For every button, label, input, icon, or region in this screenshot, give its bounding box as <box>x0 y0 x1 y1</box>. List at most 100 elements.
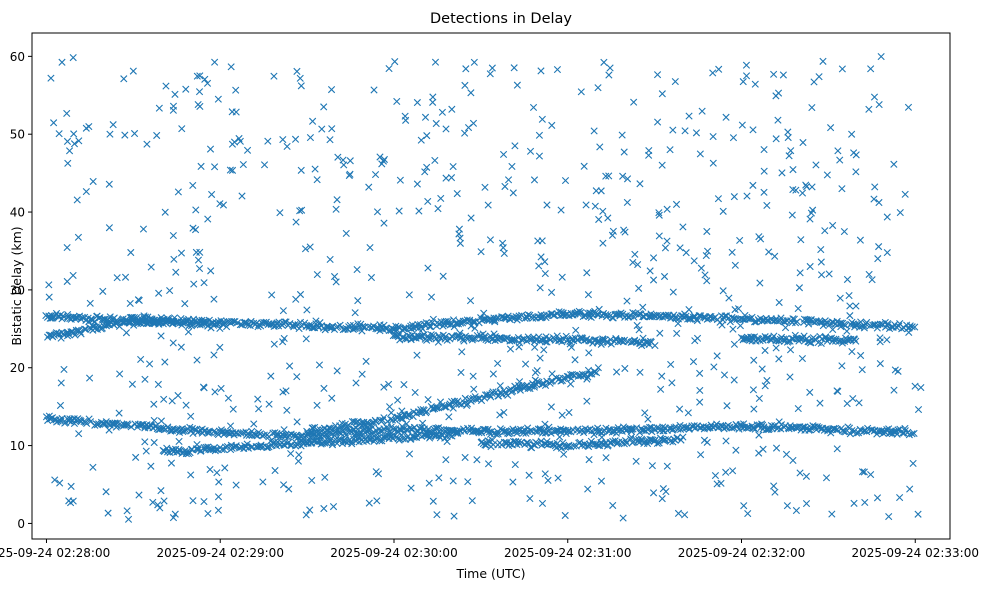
data-point <box>380 219 388 227</box>
data-point <box>257 442 265 451</box>
data-point <box>184 328 193 336</box>
data-point <box>255 405 263 413</box>
data-point <box>619 514 627 522</box>
data-point <box>156 504 164 512</box>
y-axis-label: Bistatic Delay (km) <box>9 226 24 345</box>
data-point <box>599 310 607 318</box>
data-point <box>480 309 488 317</box>
data-point <box>458 348 466 356</box>
data-point <box>514 334 522 342</box>
data-point <box>308 476 316 485</box>
data-point <box>758 420 766 428</box>
data-point <box>760 145 768 154</box>
data-point <box>696 150 704 158</box>
data-point <box>214 320 222 328</box>
data-point <box>385 64 393 73</box>
data-point <box>89 322 97 330</box>
data-point <box>743 315 751 323</box>
data-point <box>702 251 710 260</box>
data-point <box>316 426 324 434</box>
data-point <box>279 338 287 346</box>
data-point <box>580 162 588 170</box>
data-point <box>670 424 678 432</box>
data-point <box>538 314 546 322</box>
data-point <box>72 326 80 334</box>
data-point <box>531 343 539 351</box>
data-point <box>817 271 826 279</box>
data-point <box>286 362 294 370</box>
data-point <box>771 488 779 496</box>
data-point <box>486 236 495 244</box>
data-point <box>169 339 177 347</box>
data-point <box>781 324 790 332</box>
data-point <box>64 159 72 167</box>
data-point <box>840 428 848 436</box>
data-point <box>461 394 469 402</box>
data-point <box>160 395 168 403</box>
data-point <box>822 474 831 482</box>
data-point <box>85 122 93 131</box>
data-point <box>639 334 647 342</box>
data-point <box>446 431 454 440</box>
data-point <box>471 324 479 332</box>
data-point <box>189 497 197 505</box>
data-point <box>210 351 218 359</box>
data-point <box>150 416 158 425</box>
data-point <box>167 459 176 467</box>
data-point <box>657 385 665 393</box>
data-point <box>696 398 704 406</box>
data-point <box>425 322 434 331</box>
data-point <box>195 88 204 96</box>
data-point <box>456 234 464 242</box>
data-point <box>422 431 430 439</box>
data-point <box>679 223 687 231</box>
data-point <box>914 510 922 518</box>
data-point <box>506 440 514 448</box>
x-axis-label: Time (UTC) <box>455 566 525 581</box>
data-point <box>914 405 923 414</box>
data-point <box>595 215 603 224</box>
data-point <box>154 501 162 509</box>
data-point <box>504 429 512 437</box>
data-point <box>143 140 151 148</box>
data-point <box>312 317 320 325</box>
data-point <box>488 64 496 72</box>
data-point <box>796 269 804 277</box>
data-point <box>302 335 310 343</box>
data-point <box>583 269 591 277</box>
data-point <box>55 130 63 138</box>
data-point <box>99 287 107 295</box>
data-point <box>891 366 899 374</box>
data-point <box>354 434 362 442</box>
data-point <box>192 206 200 214</box>
data-point <box>200 279 208 287</box>
data-point <box>653 71 662 79</box>
data-point <box>500 427 508 436</box>
data-point <box>908 430 916 438</box>
data-point <box>330 272 339 281</box>
data-point <box>376 321 384 329</box>
data-point <box>659 423 667 431</box>
data-point <box>584 291 593 299</box>
data-point <box>799 138 807 147</box>
data-point <box>511 460 519 469</box>
data-point <box>739 78 747 86</box>
data-point <box>63 332 72 340</box>
y-tick-label: 20 <box>10 361 25 375</box>
data-point <box>693 317 701 325</box>
data-point <box>394 396 402 404</box>
data-point <box>672 315 680 323</box>
data-point <box>332 205 340 213</box>
data-point <box>619 172 627 180</box>
data-point <box>730 376 738 384</box>
data-point <box>620 226 628 234</box>
data-point <box>649 276 658 284</box>
data-point <box>293 418 301 426</box>
data-point <box>719 287 727 295</box>
data-point <box>890 386 898 394</box>
data-point <box>609 227 617 235</box>
data-point <box>210 428 218 436</box>
data-point <box>758 365 766 373</box>
data-point <box>174 391 182 400</box>
data-point <box>482 441 490 449</box>
